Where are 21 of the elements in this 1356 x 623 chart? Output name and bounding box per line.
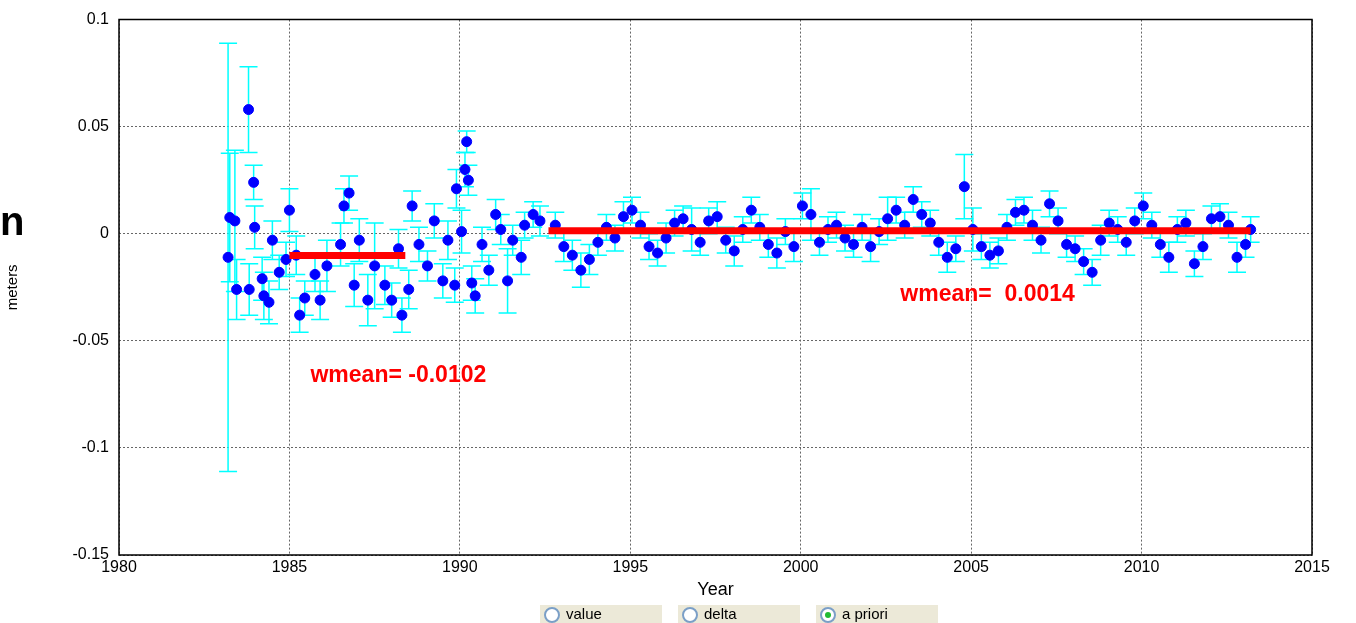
x-tick-label: 2005 [953,558,990,576]
x-tick-label: 1995 [612,558,649,576]
annotation: wmean= 0.0014 [899,280,1076,307]
x-tick-label: 2000 [782,558,819,576]
x-tick-label: 2010 [1123,558,1160,576]
y-tick-label: 0.05 [77,117,110,135]
x-tick-label: 2015 [1294,558,1330,576]
x-tick-label: 1980 [101,558,137,576]
text: n [0,198,25,244]
annotation: wmean= -0.0102 [309,360,487,387]
text: value [540,605,662,623]
x-axis-title: Year [697,579,734,600]
y-tick-label: 0 [100,224,110,242]
text: delta [678,605,800,623]
y-tick-label: -0.1 [81,438,110,456]
y-tick-label: 0.1 [86,10,110,28]
text: a priori [816,605,938,623]
y-tick-label: -0.05 [72,331,110,349]
y-axis-title: meters [3,264,21,311]
x-tick-label: 1985 [271,558,308,576]
x-tick-label: 1990 [442,558,478,576]
